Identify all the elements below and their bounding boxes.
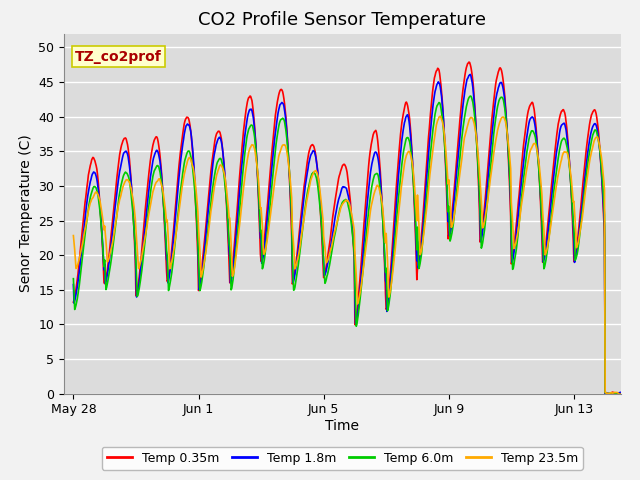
X-axis label: Time: Time <box>325 419 360 433</box>
Y-axis label: Senor Temperature (C): Senor Temperature (C) <box>19 135 33 292</box>
Title: CO2 Profile Sensor Temperature: CO2 Profile Sensor Temperature <box>198 11 486 29</box>
Text: TZ_co2prof: TZ_co2prof <box>75 50 162 64</box>
Legend: Temp 0.35m, Temp 1.8m, Temp 6.0m, Temp 23.5m: Temp 0.35m, Temp 1.8m, Temp 6.0m, Temp 2… <box>102 447 583 469</box>
